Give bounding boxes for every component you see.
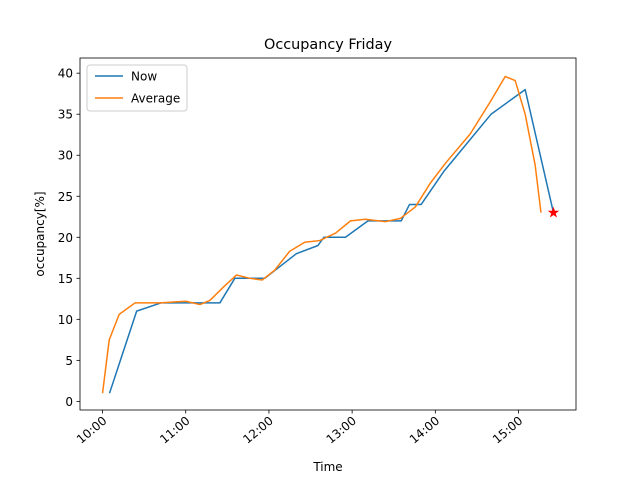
y-tick-label: 30 [58,149,73,163]
y-tick-label: 25 [58,190,73,204]
x-axis-label: Time [312,460,342,474]
star-marker [547,206,560,218]
data-line [101,75,542,394]
legend-label: Now [131,70,157,84]
data-line [108,88,555,394]
chart-title: Occupancy Friday [264,37,392,53]
y-axis-label: occupancy[%] [33,191,47,276]
legend-label: Average [131,92,180,106]
y-tick-label: 35 [58,108,73,122]
y-tick-label: 5 [65,354,73,368]
y-tick-label: 40 [58,67,73,81]
legend: Now Average [86,64,188,112]
y-tick-label: 0 [65,395,73,409]
y-tick-label: 15 [58,272,73,286]
y-tick-label: 20 [58,231,73,245]
plot-frame [79,57,577,411]
y-tick-label: 10 [58,313,73,327]
